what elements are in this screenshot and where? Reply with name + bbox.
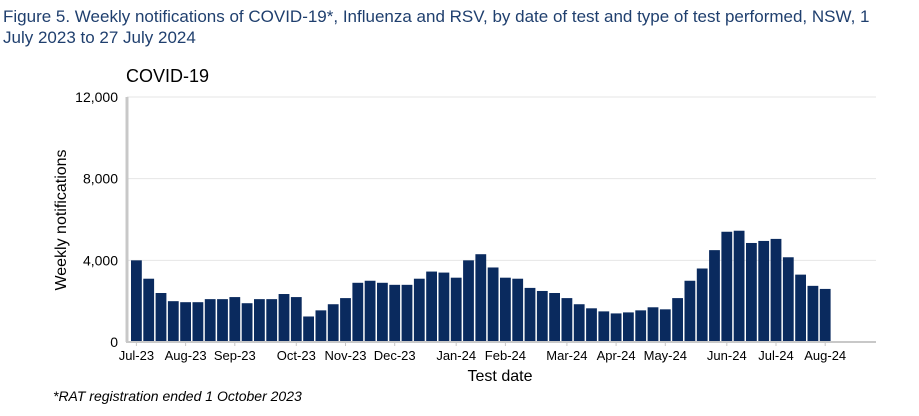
bar (782, 257, 794, 342)
x-tick-labels: Jul-23 Aug-23 Sep-23 Oct-23 Nov-23 Dec-23 Jan-… (119, 342, 846, 363)
bar (819, 288, 831, 342)
x-tick-label: Nov-23 (325, 348, 367, 363)
bar (241, 303, 253, 342)
y-tick-label: 4,000 (83, 252, 118, 268)
bar (623, 312, 634, 342)
bar (192, 302, 204, 342)
x-tick-label: Jul-24 (758, 348, 793, 363)
x-tick-label: Jan-24 (436, 348, 476, 363)
bar (807, 285, 819, 342)
bar (131, 260, 142, 342)
bar (426, 271, 437, 342)
bar (561, 298, 573, 342)
bar (463, 260, 474, 342)
bar (536, 290, 548, 342)
bar (549, 293, 560, 342)
x-tick-label: Apr-24 (597, 348, 636, 363)
bar (512, 278, 524, 342)
bar (143, 278, 155, 342)
x-tick-label: Dec-23 (374, 348, 416, 363)
bar (733, 230, 745, 342)
x-tick-label: May-24 (644, 348, 687, 363)
bar (721, 231, 733, 342)
bar (659, 309, 671, 342)
x-tick-label: Mar-24 (546, 348, 587, 363)
bar (413, 278, 425, 342)
footnote: *RAT registration ended 1 October 2023 (53, 388, 302, 404)
bar (303, 316, 314, 342)
bar (290, 297, 302, 342)
x-axis-label: Test date (468, 368, 533, 385)
bar (758, 240, 770, 342)
bar (401, 284, 413, 342)
bar (229, 297, 241, 342)
bar (254, 299, 265, 343)
bar (696, 268, 708, 342)
bar (573, 304, 585, 342)
x-tick-label: Aug-23 (165, 348, 207, 363)
bar (610, 313, 622, 342)
bar (500, 277, 511, 342)
bar (167, 301, 179, 342)
bar (180, 302, 191, 342)
bar (377, 282, 388, 342)
bar (672, 298, 683, 342)
bar (746, 242, 757, 342)
bar (266, 299, 278, 343)
bar (340, 298, 351, 342)
y-tick-label: 0 (110, 334, 118, 350)
y-axis-label: Weekly notifications (53, 149, 70, 290)
x-tick-label: Jun-24 (707, 348, 747, 363)
bar (389, 284, 401, 342)
y-tick-labels: 0 4,000 8,000 12,000 (75, 89, 118, 350)
bar (586, 308, 597, 342)
bar (795, 274, 806, 343)
bar (217, 299, 228, 343)
x-tick-label: Aug-24 (804, 348, 846, 363)
bar (278, 294, 290, 342)
bar (598, 311, 610, 343)
x-tick-label: Oct-23 (277, 348, 316, 363)
bar (450, 277, 462, 342)
bar (438, 272, 450, 342)
bar (475, 254, 487, 342)
bar (770, 238, 782, 342)
bar (524, 287, 536, 342)
bar (647, 307, 659, 342)
x-tick-label: Jul-23 (119, 348, 154, 363)
bar (352, 282, 364, 342)
bar (635, 310, 647, 342)
y-tick-label: 12,000 (75, 89, 118, 105)
bar (315, 310, 327, 342)
gridlines (127, 96, 876, 261)
y-tick-label: 8,000 (83, 171, 118, 187)
chart-title: COVID-19 (126, 66, 209, 86)
bar (155, 293, 167, 342)
x-tick-label: Sep-23 (214, 348, 256, 363)
bar (204, 299, 216, 343)
bar (487, 267, 499, 342)
bar (327, 304, 339, 342)
x-tick-label: Feb-24 (485, 348, 526, 363)
bar (364, 280, 376, 342)
bar-series-covid (131, 230, 831, 343)
figure-title: Figure 5. Weekly notifications of COVID-… (3, 7, 870, 47)
bar (684, 280, 696, 342)
bar (709, 250, 720, 343)
